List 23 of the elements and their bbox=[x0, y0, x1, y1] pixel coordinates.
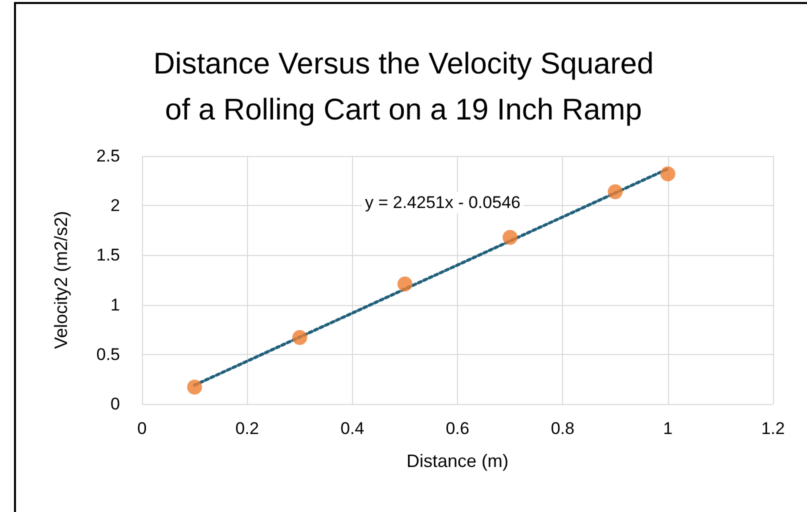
point bbox=[397, 276, 412, 292]
point bbox=[502, 230, 518, 245]
annotation: y = 2.4251x - 0.0546 bbox=[365, 193, 520, 212]
x-tick-label: 0.8 bbox=[550, 419, 574, 438]
y-axis-title: Velocity2 (m2/s2) bbox=[51, 210, 71, 350]
y-tick-label: 0.5 bbox=[96, 344, 120, 364]
y-tick-label: 1.5 bbox=[96, 246, 120, 265]
chart-title: Distance Versus the Velocity Squared of a Rolling Cart on a 19 Inch Ramp bbox=[153, 48, 654, 126]
point bbox=[187, 380, 202, 395]
point bbox=[660, 166, 676, 182]
y-tick-label: 2 bbox=[110, 196, 120, 216]
x-tick-label: 1 bbox=[663, 419, 673, 438]
x-tick-label: 1.2 bbox=[761, 419, 785, 438]
point bbox=[292, 330, 308, 346]
point bbox=[608, 184, 623, 200]
x-tick-label: 0.4 bbox=[340, 419, 364, 438]
y-tick-label: 0 bbox=[110, 394, 120, 414]
y-tick-label: 1 bbox=[110, 295, 120, 314]
x-tick-label: 0 bbox=[137, 419, 147, 438]
x-tick-label: 0.2 bbox=[235, 419, 259, 438]
x-axis-title: Distance (m) bbox=[406, 451, 509, 471]
x-tick-label: 0.6 bbox=[446, 419, 470, 438]
y-tick-label: 2.5 bbox=[96, 146, 120, 166]
